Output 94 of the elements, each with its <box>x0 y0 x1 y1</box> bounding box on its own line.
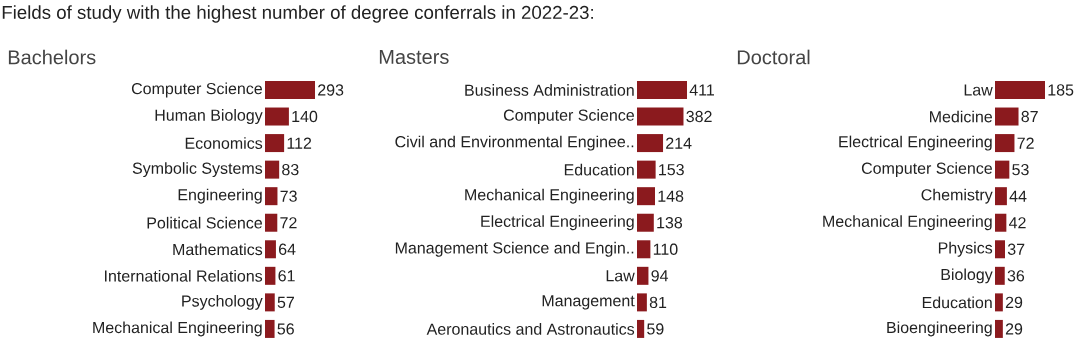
y-tick-label: Management <box>542 295 635 310</box>
y-tick-label: Electrical Engineering <box>481 215 634 231</box>
y-tick-label: Symbolic Systems <box>132 162 263 178</box>
bar <box>995 134 1015 153</box>
y-tick-label: Aeronautics and Astronautics <box>426 323 635 335</box>
bar <box>995 187 1007 206</box>
y-tick-label: Political Science <box>147 216 262 229</box>
data-label: 293 <box>318 84 344 96</box>
y-tick-label: Computer Science <box>503 109 634 124</box>
data-label: 138 <box>657 217 683 229</box>
data-label: 83 <box>282 163 299 176</box>
bar <box>265 160 280 179</box>
bar <box>637 319 645 338</box>
bar <box>265 293 275 312</box>
bar <box>995 293 1003 312</box>
y-tick-label: International Relations <box>105 269 263 282</box>
bar <box>637 293 647 312</box>
data-label: 29 <box>1005 296 1023 309</box>
bar <box>995 80 1045 99</box>
y-tick-label: Human Biology <box>155 109 263 124</box>
bar <box>995 213 1007 232</box>
bar <box>265 80 316 99</box>
data-label: 44 <box>1009 190 1027 202</box>
bar <box>637 134 664 153</box>
data-label: 81 <box>649 296 667 309</box>
y-tick-label: Mechanical Engineering <box>465 188 634 204</box>
y-tick-label: Mechanical Engineering <box>93 321 262 337</box>
text: Masters <box>379 50 449 64</box>
bar <box>995 160 1010 179</box>
y-tick-label: Business Administration <box>465 84 634 96</box>
bar <box>265 266 276 285</box>
y-tick-label: Biology <box>941 268 993 284</box>
y-tick-label: Law <box>964 84 993 96</box>
bar <box>265 240 276 259</box>
bar <box>637 240 651 259</box>
data-label: 214 <box>666 137 692 149</box>
y-tick-label: Education <box>922 296 992 309</box>
y-tick-label: Computer Science <box>131 82 262 98</box>
data-label: 411 <box>689 84 714 96</box>
data-label: 29 <box>1005 323 1023 335</box>
y-tick-label: Mechanical Engineering <box>823 215 992 231</box>
data-label: 148 <box>658 190 684 202</box>
y-tick-label: Medicine <box>930 110 992 123</box>
y-tick-label: Physics <box>938 241 993 257</box>
bar <box>995 266 1005 285</box>
data-label: 42 <box>1009 217 1026 229</box>
data-label: 36 <box>1007 270 1025 282</box>
bar <box>265 134 285 153</box>
y-tick-label: Bioengineering <box>887 321 992 337</box>
bar <box>637 80 688 99</box>
y-tick-label: Management Science and Engin.. <box>395 241 634 257</box>
bar <box>637 187 656 206</box>
y-tick-label: Psychology <box>182 294 263 310</box>
text: Fields of study with the highest number of degree conferrals in 2022-23: <box>2 5 593 23</box>
bar <box>995 107 1019 126</box>
data-label: 56 <box>277 323 294 335</box>
bar <box>265 187 278 206</box>
y-tick-label: Law <box>606 270 635 282</box>
data-label: 73 <box>280 190 297 202</box>
y-tick-label: Computer Science <box>861 162 992 178</box>
y-tick-label: Civil and Environmental Enginee.. <box>395 135 634 151</box>
data-label: 94 <box>651 270 669 282</box>
data-label: 382 <box>686 110 712 123</box>
bar <box>265 319 275 338</box>
y-tick-label: Chemistry <box>921 188 993 204</box>
text: Doctoral <box>737 49 810 65</box>
data-label: 110 <box>653 243 678 255</box>
y-tick-label: Education <box>564 163 634 176</box>
y-tick-label: Electrical Engineering <box>839 135 992 151</box>
data-label: 112 <box>287 137 312 149</box>
data-label: 61 <box>278 270 295 282</box>
bar <box>265 107 289 126</box>
bar <box>995 240 1006 259</box>
bar <box>265 213 278 232</box>
data-label: 37 <box>1007 243 1025 255</box>
data-label: 153 <box>659 163 684 176</box>
data-label: 87 <box>1021 110 1038 123</box>
data-label: 64 <box>279 243 296 255</box>
data-label: 53 <box>1012 163 1029 176</box>
text: Bachelors <box>8 49 96 65</box>
bar <box>637 160 656 179</box>
data-label: 72 <box>1017 137 1034 149</box>
data-label: 72 <box>280 217 297 229</box>
data-label: 57 <box>277 296 294 308</box>
bar <box>637 213 654 232</box>
y-tick-label: Engineering <box>178 188 262 204</box>
data-label: 185 <box>1048 84 1074 96</box>
y-tick-label: Mathematics <box>173 243 263 256</box>
bar <box>995 319 1003 338</box>
data-label: 59 <box>647 323 664 335</box>
y-tick-label: Economics <box>185 137 263 149</box>
data-label: 140 <box>292 110 318 123</box>
bar <box>637 107 684 126</box>
bar <box>637 266 649 285</box>
